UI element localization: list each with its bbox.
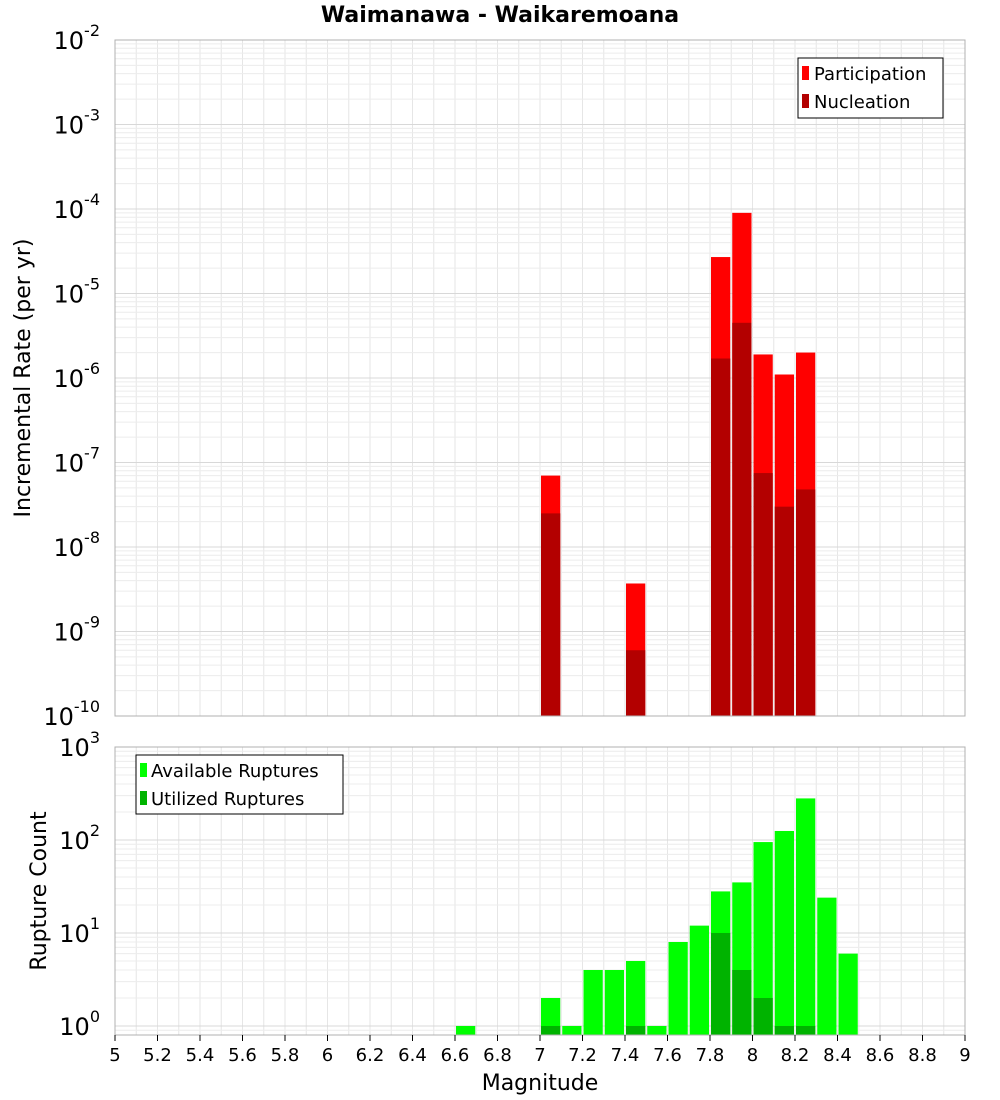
utilized-ruptures-bar bbox=[626, 1025, 646, 1035]
x-tick-label: 7.4 bbox=[611, 1045, 640, 1066]
legend-swatch-participation bbox=[802, 66, 809, 80]
top-legend-box bbox=[797, 57, 944, 119]
nucleation-bar bbox=[732, 322, 752, 716]
top-y-tick-label: 10-3 bbox=[54, 106, 101, 140]
available-ruptures-bar bbox=[626, 960, 646, 1035]
top-y-ticks: 10-2 10-3 10-4 10-5 10-6 10-7 10-8 10-9 10-10 bbox=[43, 21, 100, 731]
legend-swatch-utilized bbox=[140, 791, 147, 805]
x-tick-label: 9 bbox=[959, 1045, 970, 1066]
nucleation-bar bbox=[753, 473, 773, 716]
top-y-axis-label: Incremental Rate (per yr) bbox=[11, 239, 36, 518]
utilized-ruptures-bar bbox=[711, 932, 731, 1035]
x-tick-label: 6.2 bbox=[356, 1045, 385, 1066]
available-ruptures-bar bbox=[689, 925, 709, 1035]
legend-label-nucleation: Nucleation bbox=[814, 92, 910, 113]
top-y-tick-label: 10-10 bbox=[43, 697, 100, 731]
top-bars bbox=[541, 212, 816, 716]
utilized-ruptures-bar bbox=[732, 969, 752, 1035]
available-ruptures-bar bbox=[796, 798, 816, 1035]
x-tick-label: 7.2 bbox=[568, 1045, 597, 1066]
x-tick-label: 8.2 bbox=[781, 1045, 810, 1066]
x-tick-label: 5.8 bbox=[271, 1045, 300, 1066]
legend-label-participation: Participation bbox=[814, 64, 926, 85]
available-ruptures-bar bbox=[583, 969, 603, 1035]
chart-title: Waimanawa - Waikaremoana bbox=[321, 3, 679, 28]
nucleation-bar bbox=[711, 358, 731, 716]
available-ruptures-bar bbox=[604, 969, 624, 1035]
utilized-ruptures-bar bbox=[796, 1025, 816, 1035]
x-tick-label: 5.4 bbox=[186, 1045, 215, 1066]
nucleation-bar bbox=[796, 489, 816, 716]
x-tick-label: 7 bbox=[534, 1045, 545, 1066]
x-tick-label: 6 bbox=[322, 1045, 333, 1066]
top-y-tick-label: 10-2 bbox=[54, 21, 101, 55]
bottom-bars bbox=[456, 798, 858, 1035]
available-ruptures-bar bbox=[456, 1025, 476, 1035]
x-tick-label: 8 bbox=[747, 1045, 758, 1066]
x-tick-label: 5 bbox=[109, 1045, 120, 1066]
bottom-y-axis-label: Rupture Count bbox=[27, 811, 52, 971]
available-ruptures-bar bbox=[647, 1025, 667, 1035]
x-tick-label: 6.6 bbox=[441, 1045, 470, 1066]
legend-swatch-available bbox=[140, 763, 147, 777]
nucleation-bar bbox=[541, 513, 561, 716]
bottom-legend: Available Ruptures Utilized Ruptures bbox=[135, 754, 344, 815]
utilized-ruptures-bar bbox=[774, 1025, 794, 1035]
x-tick-label: 5.2 bbox=[143, 1045, 172, 1066]
bottom-legend-box bbox=[135, 754, 344, 815]
utilized-ruptures-bar bbox=[753, 997, 773, 1035]
x-tick-label: 6.8 bbox=[483, 1045, 512, 1066]
x-tick-label: 8.8 bbox=[908, 1045, 937, 1066]
available-ruptures-bar bbox=[817, 897, 837, 1035]
x-tick-label: 7.8 bbox=[696, 1045, 725, 1066]
top-y-tick-label: 10-6 bbox=[54, 359, 101, 393]
top-legend: Participation Nucleation bbox=[797, 57, 944, 119]
x-axis-label: Magnitude bbox=[482, 1071, 599, 1096]
bottom-y-tick-label: 102 bbox=[59, 821, 100, 855]
bottom-y-tick-label: 101 bbox=[59, 914, 100, 948]
utilized-ruptures-bar bbox=[541, 1025, 561, 1035]
available-ruptures-bar bbox=[562, 1025, 582, 1035]
nucleation-bar bbox=[626, 650, 646, 716]
available-ruptures-bar bbox=[753, 842, 773, 1035]
available-ruptures-bar bbox=[774, 830, 794, 1035]
x-tick-label: 8.6 bbox=[866, 1045, 895, 1066]
top-gridlines bbox=[114, 39, 966, 717]
top-y-tick-label: 10-5 bbox=[54, 275, 101, 309]
top-panel: 10-2 10-3 10-4 10-5 10-6 10-7 10-8 10-9 10-10 In… bbox=[11, 21, 966, 731]
x-tick-label: 7.6 bbox=[653, 1045, 682, 1066]
available-ruptures-bar bbox=[668, 942, 688, 1035]
top-plot-frame bbox=[114, 39, 966, 717]
available-ruptures-bar bbox=[541, 997, 561, 1035]
top-y-tick-label: 10-4 bbox=[54, 190, 101, 224]
bottom-y-tick-label: 100 bbox=[59, 1007, 100, 1041]
x-ticks: 5 5.2 5.4 5.6 5.8 6 6.2 6.4 6.6 6.8 7 7.2 7.4 7.6 7.8 8… bbox=[109, 1035, 971, 1066]
top-y-tick-label: 10-9 bbox=[54, 613, 101, 647]
bottom-panel: 103 102 101 100 5 5.2 5.4 5.6 5.8 6 6.2 6.4 6.6 6.8 7… bbox=[27, 728, 971, 1096]
top-y-tick-label: 10-7 bbox=[54, 444, 101, 478]
x-tick-label: 6.4 bbox=[398, 1045, 427, 1066]
bottom-y-ticks: 103 102 101 100 bbox=[59, 728, 100, 1041]
top-y-tick-label: 10-8 bbox=[54, 528, 101, 562]
available-ruptures-bar bbox=[838, 953, 858, 1035]
x-tick-label: 8.4 bbox=[823, 1045, 852, 1066]
bottom-y-tick-label: 103 bbox=[59, 728, 100, 762]
nucleation-bar bbox=[774, 506, 794, 716]
legend-swatch-nucleation bbox=[802, 94, 809, 108]
legend-label-available: Available Ruptures bbox=[151, 761, 319, 782]
x-tick-label: 5.6 bbox=[228, 1045, 257, 1066]
legend-label-utilized: Utilized Ruptures bbox=[151, 789, 304, 810]
